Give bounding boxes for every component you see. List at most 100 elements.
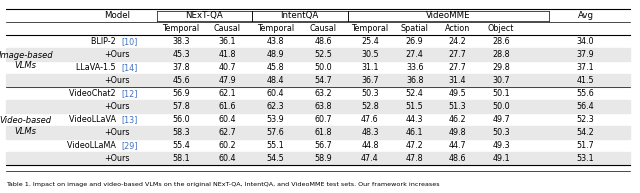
Text: 27.7: 27.7: [449, 63, 467, 72]
Text: 31.1: 31.1: [361, 63, 379, 72]
Text: 58.9: 58.9: [314, 154, 332, 163]
Text: +Ours: +Ours: [104, 76, 130, 85]
Text: 36.7: 36.7: [361, 76, 379, 85]
Text: 36.1: 36.1: [218, 37, 236, 46]
Text: 50.3: 50.3: [361, 89, 379, 98]
Text: VideoChat2: VideoChat2: [69, 89, 118, 98]
Text: 49.3: 49.3: [492, 141, 510, 150]
Text: 33.6: 33.6: [406, 63, 424, 72]
Text: 57.6: 57.6: [266, 128, 284, 137]
Text: [14]: [14]: [121, 63, 138, 72]
Text: LLaVA-1.5: LLaVA-1.5: [76, 63, 118, 72]
Text: 51.3: 51.3: [449, 102, 467, 111]
Text: 60.2: 60.2: [218, 141, 236, 150]
Text: 56.4: 56.4: [577, 102, 595, 111]
Text: 58.1: 58.1: [172, 154, 190, 163]
Text: Avg: Avg: [578, 11, 594, 20]
Text: IntentQA: IntentQA: [280, 11, 319, 20]
Text: 44.3: 44.3: [406, 115, 424, 124]
Text: 46.1: 46.1: [406, 128, 424, 137]
Text: 62.7: 62.7: [218, 128, 236, 137]
Text: Video-based
VLMs: Video-based VLMs: [0, 116, 52, 136]
Text: 49.1: 49.1: [492, 154, 510, 163]
Text: 50.1: 50.1: [492, 89, 510, 98]
Text: 29.8: 29.8: [492, 63, 510, 72]
Text: 56.7: 56.7: [314, 141, 332, 150]
Text: 47.6: 47.6: [361, 115, 379, 124]
Text: 40.7: 40.7: [218, 63, 236, 72]
Text: 60.4: 60.4: [218, 115, 236, 124]
Text: Causal: Causal: [310, 24, 337, 33]
Text: 30.5: 30.5: [361, 50, 379, 59]
Text: 52.5: 52.5: [314, 50, 332, 59]
Text: Object: Object: [488, 24, 515, 33]
Text: 48.6: 48.6: [449, 154, 467, 163]
Text: Temporal: Temporal: [351, 24, 388, 33]
Text: 55.1: 55.1: [266, 141, 284, 150]
Text: 60.7: 60.7: [314, 115, 332, 124]
Text: 56.0: 56.0: [172, 115, 190, 124]
Text: 55.6: 55.6: [577, 89, 595, 98]
Text: 48.6: 48.6: [314, 37, 332, 46]
Text: 49.5: 49.5: [449, 89, 467, 98]
Text: 31.4: 31.4: [449, 76, 467, 85]
Text: [29]: [29]: [121, 141, 138, 150]
Text: VideoLLaVA: VideoLLaVA: [69, 115, 118, 124]
Text: 58.3: 58.3: [172, 128, 190, 137]
Text: 52.8: 52.8: [361, 102, 379, 111]
Text: 47.4: 47.4: [361, 154, 379, 163]
Text: [12]: [12]: [121, 89, 138, 98]
Text: 51.5: 51.5: [406, 102, 424, 111]
Text: 55.4: 55.4: [172, 141, 190, 150]
Text: Temporal: Temporal: [257, 24, 294, 33]
Text: 54.5: 54.5: [266, 154, 284, 163]
Text: 54.7: 54.7: [314, 76, 332, 85]
Text: Model: Model: [104, 11, 130, 20]
Text: 56.9: 56.9: [172, 89, 190, 98]
Text: 52.3: 52.3: [577, 115, 595, 124]
Text: 28.8: 28.8: [492, 50, 510, 59]
Text: 27.4: 27.4: [406, 50, 424, 59]
Text: 51.7: 51.7: [577, 141, 595, 150]
Text: 54.2: 54.2: [577, 128, 595, 137]
Text: 63.2: 63.2: [314, 89, 332, 98]
Text: 62.3: 62.3: [266, 102, 284, 111]
Text: 60.4: 60.4: [218, 154, 236, 163]
Text: NExT-QA: NExT-QA: [186, 11, 223, 20]
Text: 53.1: 53.1: [577, 154, 595, 163]
Text: 61.8: 61.8: [314, 128, 332, 137]
Text: Table 1. Impact on image and video-based VLMs on the original NExT-QA, IntentQA,: Table 1. Impact on image and video-based…: [6, 182, 440, 187]
Text: Spatial: Spatial: [401, 24, 429, 33]
Text: 34.0: 34.0: [577, 37, 595, 46]
Text: 28.6: 28.6: [492, 37, 510, 46]
Text: 46.2: 46.2: [449, 115, 467, 124]
Text: 25.4: 25.4: [361, 37, 379, 46]
Text: BLIP-2: BLIP-2: [91, 37, 118, 46]
Text: 44.7: 44.7: [449, 141, 467, 150]
Text: 45.6: 45.6: [172, 76, 190, 85]
Text: 24.2: 24.2: [449, 37, 467, 46]
Text: 30.7: 30.7: [492, 76, 510, 85]
Text: 38.3: 38.3: [172, 37, 190, 46]
Text: 41.5: 41.5: [577, 76, 595, 85]
Text: 47.8: 47.8: [406, 154, 424, 163]
Text: +Ours: +Ours: [104, 128, 130, 137]
Text: 49.7: 49.7: [492, 115, 510, 124]
Text: 45.3: 45.3: [172, 50, 190, 59]
Text: VideoLLaMA: VideoLLaMA: [67, 141, 118, 150]
Text: 26.9: 26.9: [406, 37, 424, 46]
Text: [13]: [13]: [121, 115, 138, 124]
Text: 62.1: 62.1: [218, 89, 236, 98]
Text: 47.2: 47.2: [406, 141, 424, 150]
Text: Action: Action: [445, 24, 470, 33]
Text: 37.1: 37.1: [577, 63, 595, 72]
Text: 50.0: 50.0: [314, 63, 332, 72]
Text: 50.0: 50.0: [492, 102, 510, 111]
Text: +Ours: +Ours: [104, 102, 130, 111]
Text: 37.8: 37.8: [172, 63, 190, 72]
Text: 48.9: 48.9: [266, 50, 284, 59]
Text: +Ours: +Ours: [104, 154, 130, 163]
Text: 50.3: 50.3: [492, 128, 510, 137]
Text: 53.9: 53.9: [266, 115, 284, 124]
Text: 52.4: 52.4: [406, 89, 424, 98]
